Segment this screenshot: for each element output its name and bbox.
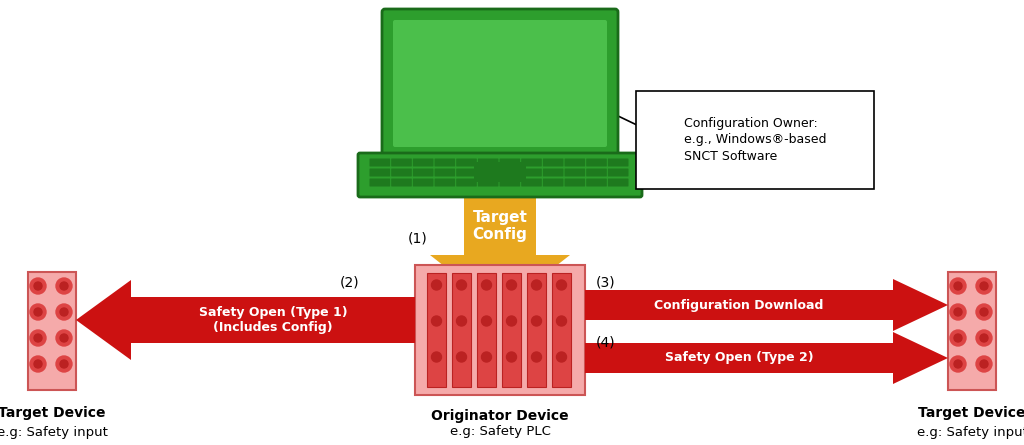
Circle shape bbox=[60, 334, 68, 342]
Circle shape bbox=[976, 304, 992, 320]
Text: Configuration Download: Configuration Download bbox=[654, 299, 823, 312]
FancyBboxPatch shape bbox=[502, 273, 521, 387]
FancyBboxPatch shape bbox=[456, 178, 477, 186]
FancyBboxPatch shape bbox=[415, 265, 585, 395]
FancyBboxPatch shape bbox=[521, 178, 542, 186]
Circle shape bbox=[507, 316, 516, 326]
FancyBboxPatch shape bbox=[564, 158, 585, 166]
Circle shape bbox=[507, 352, 516, 362]
FancyBboxPatch shape bbox=[608, 169, 629, 177]
FancyBboxPatch shape bbox=[521, 169, 542, 177]
FancyBboxPatch shape bbox=[391, 158, 412, 166]
Circle shape bbox=[531, 352, 542, 362]
FancyBboxPatch shape bbox=[608, 158, 629, 166]
FancyBboxPatch shape bbox=[636, 91, 874, 189]
FancyBboxPatch shape bbox=[28, 272, 76, 390]
Text: (3): (3) bbox=[596, 276, 615, 290]
FancyBboxPatch shape bbox=[370, 158, 390, 166]
Circle shape bbox=[954, 308, 962, 316]
FancyBboxPatch shape bbox=[564, 169, 585, 177]
FancyBboxPatch shape bbox=[474, 162, 526, 182]
Circle shape bbox=[56, 330, 72, 346]
Text: Configuration Owner:
e.g., Windows®-based
SNCT Software: Configuration Owner: e.g., Windows®-base… bbox=[684, 117, 826, 163]
Circle shape bbox=[34, 282, 42, 290]
FancyBboxPatch shape bbox=[382, 9, 618, 158]
Text: Target
Config: Target Config bbox=[472, 210, 527, 242]
Polygon shape bbox=[76, 280, 131, 360]
FancyBboxPatch shape bbox=[456, 169, 477, 177]
Circle shape bbox=[60, 282, 68, 290]
FancyBboxPatch shape bbox=[434, 169, 455, 177]
Circle shape bbox=[954, 360, 962, 368]
FancyBboxPatch shape bbox=[452, 273, 471, 387]
Circle shape bbox=[556, 280, 566, 290]
Circle shape bbox=[556, 352, 566, 362]
Circle shape bbox=[950, 304, 966, 320]
FancyBboxPatch shape bbox=[478, 169, 499, 177]
FancyBboxPatch shape bbox=[413, 178, 433, 186]
Circle shape bbox=[980, 360, 988, 368]
Circle shape bbox=[34, 360, 42, 368]
Text: Safety Open (Type 2): Safety Open (Type 2) bbox=[665, 352, 813, 364]
FancyBboxPatch shape bbox=[586, 178, 607, 186]
Polygon shape bbox=[430, 255, 570, 310]
Circle shape bbox=[980, 334, 988, 342]
FancyBboxPatch shape bbox=[608, 178, 629, 186]
Polygon shape bbox=[131, 297, 415, 343]
Circle shape bbox=[60, 308, 68, 316]
Circle shape bbox=[481, 352, 492, 362]
Circle shape bbox=[30, 304, 46, 320]
FancyBboxPatch shape bbox=[456, 158, 477, 166]
Circle shape bbox=[531, 280, 542, 290]
FancyBboxPatch shape bbox=[543, 158, 563, 166]
FancyBboxPatch shape bbox=[500, 169, 520, 177]
Polygon shape bbox=[585, 343, 893, 373]
Circle shape bbox=[56, 278, 72, 294]
FancyBboxPatch shape bbox=[948, 272, 996, 390]
FancyBboxPatch shape bbox=[478, 178, 499, 186]
Circle shape bbox=[980, 308, 988, 316]
FancyBboxPatch shape bbox=[527, 273, 546, 387]
Circle shape bbox=[431, 280, 441, 290]
Polygon shape bbox=[893, 279, 948, 331]
Circle shape bbox=[980, 282, 988, 290]
Circle shape bbox=[457, 280, 467, 290]
FancyBboxPatch shape bbox=[500, 178, 520, 186]
FancyBboxPatch shape bbox=[552, 273, 571, 387]
FancyBboxPatch shape bbox=[521, 158, 542, 166]
FancyBboxPatch shape bbox=[370, 178, 390, 186]
Text: Safety Open (Type 1)
(Includes Config): Safety Open (Type 1) (Includes Config) bbox=[199, 306, 347, 334]
FancyBboxPatch shape bbox=[391, 169, 412, 177]
FancyBboxPatch shape bbox=[543, 169, 563, 177]
Text: e.g: Safety input: e.g: Safety input bbox=[0, 426, 108, 439]
Circle shape bbox=[457, 352, 467, 362]
FancyBboxPatch shape bbox=[391, 178, 412, 186]
Circle shape bbox=[30, 278, 46, 294]
Circle shape bbox=[556, 316, 566, 326]
Circle shape bbox=[34, 308, 42, 316]
Text: Target Device: Target Device bbox=[0, 406, 105, 420]
FancyBboxPatch shape bbox=[586, 169, 607, 177]
FancyBboxPatch shape bbox=[564, 178, 585, 186]
Circle shape bbox=[481, 316, 492, 326]
Text: e.g: Safety PLC: e.g: Safety PLC bbox=[450, 425, 551, 438]
Polygon shape bbox=[585, 290, 893, 320]
FancyBboxPatch shape bbox=[413, 158, 433, 166]
Text: (1): (1) bbox=[409, 231, 428, 245]
FancyBboxPatch shape bbox=[500, 158, 520, 166]
Circle shape bbox=[30, 330, 46, 346]
Circle shape bbox=[976, 356, 992, 372]
Circle shape bbox=[531, 316, 542, 326]
Text: (4): (4) bbox=[596, 335, 615, 349]
FancyBboxPatch shape bbox=[434, 158, 455, 166]
Text: e.g: Safety input: e.g: Safety input bbox=[916, 426, 1024, 439]
FancyBboxPatch shape bbox=[478, 158, 499, 166]
Circle shape bbox=[954, 334, 962, 342]
FancyBboxPatch shape bbox=[358, 153, 642, 197]
FancyBboxPatch shape bbox=[477, 273, 496, 387]
Circle shape bbox=[507, 280, 516, 290]
Circle shape bbox=[976, 278, 992, 294]
Circle shape bbox=[457, 316, 467, 326]
Circle shape bbox=[950, 356, 966, 372]
Circle shape bbox=[30, 356, 46, 372]
